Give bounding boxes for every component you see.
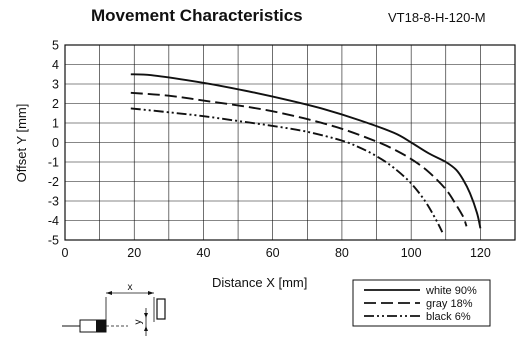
x-dimension-label: x: [128, 282, 133, 293]
reflector-target: [156, 298, 166, 320]
series-line-2: [130, 107, 444, 233]
series-line-0: [130, 73, 482, 229]
x-tick-label: 60: [266, 246, 280, 260]
y-tick-label: 3: [52, 78, 59, 92]
x-tick-label: 40: [197, 246, 211, 260]
x-tick-labels: 0 20 40 60 80 100 120: [62, 246, 491, 260]
x-arrow-left: [106, 291, 112, 295]
y-tick-label: -1: [48, 156, 59, 170]
legend: white 90% gray 18% black 6%: [352, 279, 491, 327]
legend-label-black: black 6%: [426, 311, 471, 323]
series-lines: [130, 73, 482, 233]
x-arrow-right: [148, 291, 154, 295]
chart-title: Movement Characteristics: [91, 6, 303, 25]
y-arrow-bottom: [144, 326, 148, 331]
x-tick-label: 20: [127, 246, 141, 260]
y-dimension-label: y: [133, 320, 144, 325]
y-tick-labels: 5 4 3 2 1 0 -1 -2 -3 -4 -5: [48, 39, 59, 248]
x-tick-label: 0: [62, 246, 69, 260]
y-tick-label: -5: [48, 234, 59, 248]
sensor-head: [96, 320, 106, 332]
y-tick-label: -2: [48, 175, 59, 189]
x-tick-label: 120: [470, 246, 491, 260]
y-tick-label: 4: [52, 58, 59, 72]
x-axis-label: Distance X [mm]: [212, 275, 307, 290]
y-tick-label: -3: [48, 195, 59, 209]
legend-label-white: white 90%: [425, 285, 477, 297]
y-axis-label: Offset Y [mm]: [14, 104, 29, 183]
y-tick-label: 5: [52, 39, 59, 53]
y-arrow-top: [144, 313, 148, 318]
x-tick-label: 80: [335, 246, 349, 260]
grid: [65, 45, 515, 240]
model-code: VT18-8-H-120-M: [388, 10, 486, 25]
series-line-1: [130, 91, 468, 227]
legend-label-gray: gray 18%: [426, 298, 473, 310]
sensor-diagram: x y: [62, 282, 166, 336]
x-tick-label: 100: [401, 246, 422, 260]
plot-frame: [64, 44, 516, 241]
y-tick-label: 0: [52, 136, 59, 150]
y-tick-label: 2: [52, 97, 59, 111]
y-tick-label: 1: [52, 117, 59, 131]
y-tick-label: -4: [48, 214, 59, 228]
